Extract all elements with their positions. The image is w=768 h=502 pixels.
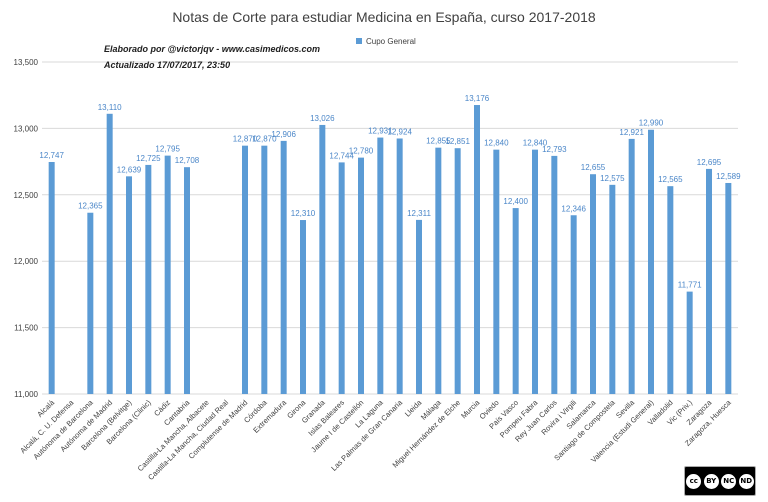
data-label: 12,310: [291, 209, 316, 218]
bar[interactable]: [648, 129, 654, 394]
data-label: 12,840: [484, 139, 509, 148]
bar[interactable]: [377, 137, 384, 394]
bar[interactable]: [396, 138, 403, 394]
data-label: 12,639: [117, 165, 142, 174]
data-label: 12,840: [523, 139, 548, 148]
data-label: 12,589: [716, 172, 741, 181]
bar[interactable]: [725, 182, 732, 394]
data-label: 12,655: [581, 163, 606, 172]
data-label: 12,744: [329, 151, 354, 160]
bar[interactable]: [532, 149, 538, 394]
y-tick-label: 11,500: [14, 324, 38, 333]
data-label: 12,575: [600, 174, 625, 183]
data-label: 12,747: [39, 151, 64, 160]
legend-label: Cupo General: [366, 37, 416, 46]
data-label: 12,565: [658, 175, 683, 184]
bar[interactable]: [126, 176, 132, 394]
bar[interactable]: [48, 161, 55, 394]
bar[interactable]: [319, 124, 326, 394]
data-label: 12,708: [175, 156, 200, 165]
chart-title: Notas de Corte para estudiar Medicina en…: [172, 9, 596, 25]
data-label: 12,795: [155, 145, 180, 154]
y-tick-label: 12,500: [14, 191, 39, 200]
bar[interactable]: [106, 113, 113, 395]
gridlines: [42, 61, 738, 395]
nc-icon: NC: [721, 473, 737, 489]
bar[interactable]: [435, 147, 442, 394]
bar[interactable]: [493, 149, 500, 394]
data-label: 13,026: [310, 114, 335, 123]
data-label: 12,725: [136, 154, 161, 163]
license-badge[interactable]: cc BY NC ND: [684, 466, 756, 496]
bar[interactable]: [261, 145, 268, 394]
data-label: 12,906: [271, 130, 296, 139]
data-label: 12,346: [561, 204, 586, 213]
bar[interactable]: [338, 162, 345, 394]
y-tick-label: 11,000: [14, 390, 38, 399]
data-label: 12,365: [78, 202, 103, 211]
bar[interactable]: [609, 184, 616, 394]
bar[interactable]: [628, 138, 635, 394]
credit-updated: Actualizado 17/07/2017, 23:50: [104, 60, 231, 70]
bar[interactable]: [184, 167, 190, 394]
data-label: 12,695: [697, 158, 722, 167]
cc-icon: cc: [686, 473, 702, 489]
y-axis: 11,000 11,500 12,000 12,500 13,000 13,500: [14, 58, 39, 399]
legend-swatch: [356, 38, 362, 44]
data-label: 12,855: [426, 137, 451, 146]
data-label: 11,771: [678, 281, 702, 290]
bar[interactable]: [667, 186, 674, 394]
data-label: 12,870: [233, 135, 258, 144]
bar[interactable]: [358, 157, 364, 394]
bar[interactable]: [686, 291, 693, 394]
data-label: 13,110: [98, 103, 122, 112]
data-label: 12,870: [252, 135, 277, 144]
nd-icon: ND: [738, 473, 754, 489]
y-tick-label: 13,500: [14, 58, 39, 67]
bar[interactable]: [87, 212, 94, 394]
bar[interactable]: [145, 164, 152, 394]
data-label: 13,176: [465, 94, 490, 103]
data-label: 12,990: [639, 119, 664, 128]
bar[interactable]: [454, 148, 461, 394]
bar[interactable]: [474, 105, 480, 395]
data-label: 12,400: [503, 197, 528, 206]
bar[interactable]: [280, 140, 287, 394]
bar[interactable]: [590, 174, 596, 394]
y-tick-label: 13,000: [14, 124, 39, 133]
data-label: 12,924: [387, 127, 412, 136]
bar[interactable]: [551, 155, 558, 394]
y-tick-label: 12,000: [14, 257, 39, 266]
legend: Cupo General: [356, 37, 416, 46]
bar[interactable]: [706, 168, 712, 394]
data-label: 12,311: [407, 209, 431, 218]
data-label: 12,851: [445, 137, 470, 146]
data-label: 12,780: [349, 147, 374, 156]
data-label: 12,921: [619, 128, 644, 137]
bar[interactable]: [416, 219, 422, 394]
bar[interactable]: [570, 215, 577, 394]
bars: [48, 105, 732, 395]
data-label: 12,793: [542, 145, 567, 154]
bar[interactable]: [300, 220, 306, 394]
bar[interactable]: [242, 145, 248, 394]
by-icon: BY: [703, 473, 719, 489]
credit-author: Elaborado por @victorjqv - www.casimedic…: [104, 44, 320, 54]
bar[interactable]: [164, 155, 171, 394]
bar[interactable]: [512, 208, 519, 394]
data-label: 12,931: [368, 127, 393, 136]
